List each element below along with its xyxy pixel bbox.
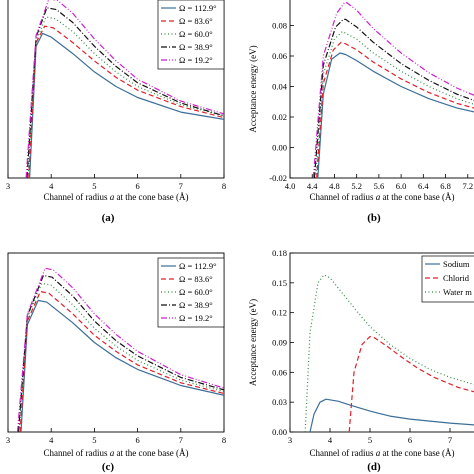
x-tick-label: 4: [328, 435, 333, 445]
y-tick-label: 0.15: [272, 278, 287, 288]
x-tick-label: 3: [6, 181, 10, 191]
panel-label: (a): [102, 212, 115, 224]
x-axis-title: Channel of radius a at the cone base (Å): [310, 448, 455, 458]
x-tick-label: 5: [92, 181, 96, 191]
series-line-1: [20, 299, 224, 432]
x-tick-label: 6.4: [418, 181, 429, 191]
y-tick-label: 0.00: [272, 427, 287, 437]
y-tick-label: 0.08: [272, 21, 287, 31]
legend-label: Water m: [443, 287, 472, 297]
x-tick-label: 7: [448, 435, 452, 445]
legend: Ω = 112.9° Ω = 83.6° Ω = 60.0° Ω = 38.9° Ω =…: [157, 0, 225, 70]
x-tick-label: 8: [222, 435, 226, 445]
panel-label: (c): [102, 461, 115, 473]
series-line-2: [28, 25, 224, 178]
y-axis-title: Acceptance energy (eV): [248, 45, 258, 132]
series-line-5: [16, 267, 224, 432]
x-tick-label: 6.0: [396, 181, 407, 191]
x-tick-label: 5.2: [351, 181, 362, 191]
legend-label: Ω = 83.6°: [179, 274, 213, 284]
series-line-2: [348, 335, 474, 432]
y-tick-label: 0.02: [272, 112, 287, 122]
panel-label: (b): [367, 212, 381, 224]
x-tick-label: 6: [135, 435, 139, 445]
x-tick-label: 4.8: [329, 181, 340, 191]
legend-label: Sodium: [443, 259, 470, 269]
x-tick-label: 5: [92, 435, 96, 445]
legend-label: Ω = 112.9°: [179, 261, 217, 271]
legend: Ω = 112.9° Ω = 83.6° Ω = 60.0° Ω = 38.9° Ω =…: [157, 257, 225, 328]
panel-c: 3 4 5 6 7 8 Channel of radius a at the cone ba…: [6, 252, 226, 473]
y-tick-label: 0.06: [272, 51, 287, 61]
y-tick-label: -0.02: [269, 173, 287, 183]
panel-b: 4.0 4.4 4.8 5.2 5.6 6.0 6.4 6.8 7.2 -0.02 0.00 0.02…: [248, 0, 474, 224]
x-tick-label: 6: [408, 435, 412, 445]
legend: Sodium Chlorid Water m: [421, 255, 474, 303]
legend-label: Chlorid: [443, 273, 470, 283]
legend-label: Ω = 60.0°: [179, 29, 213, 39]
x-tick-label: 8: [222, 181, 226, 191]
series-line-5: [312, 2, 474, 178]
x-tick-label: 7: [179, 435, 183, 445]
y-axis-title: Acceptance energy (eV): [248, 299, 258, 386]
plot-frame: [7, 0, 225, 179]
x-axis-title: Channel of radius a at the cone base (Å): [310, 192, 455, 202]
x-tick-label: 6: [135, 181, 139, 191]
y-tick-label: 0.00: [272, 143, 287, 153]
x-tick-label: 4.0: [285, 181, 296, 191]
x-tick-label: 4: [49, 181, 54, 191]
series-line-3: [18, 282, 224, 432]
series-line-1: [317, 52, 474, 178]
x-tick-label: 6.8: [440, 181, 451, 191]
series-line-4: [313, 18, 474, 178]
panel-label: (d): [367, 461, 381, 473]
x-tick-label: 5: [368, 435, 372, 445]
x-tick-label: 3: [288, 435, 292, 445]
x-tick-label: 5.6: [374, 181, 385, 191]
series-line-1: [29, 32, 224, 178]
legend-label: Ω = 83.6°: [179, 16, 213, 26]
series-line-4: [26, 7, 224, 178]
series-line-3: [315, 31, 474, 178]
y-tick-label: 0.06: [272, 367, 287, 377]
series-line-1: [309, 398, 474, 432]
legend-label: Ω = 38.9°: [179, 300, 213, 310]
series-line-4: [17, 274, 224, 432]
x-tick-label: 4: [49, 435, 54, 445]
x-tick-label: 7.2: [462, 181, 473, 191]
x-axis-title: Channel of radius a at the cone base (Å): [44, 448, 189, 458]
x-tick-label: 3: [6, 435, 10, 445]
legend-label: Ω = 60.0°: [179, 287, 213, 297]
legend-label: Ω = 38.9°: [179, 42, 213, 52]
x-axis-title: Channel of radius a at the cone base (Å): [44, 192, 189, 202]
y-tick-label: 0.18: [272, 248, 287, 258]
y-tick-label: 0.12: [272, 308, 287, 318]
legend-box: [157, 0, 225, 70]
y-tick-label: 0.04: [272, 82, 288, 92]
y-tick-label: 0.03: [272, 397, 287, 407]
series-line-5: [25, 0, 224, 178]
legend-label: Ω = 19.2°: [179, 55, 213, 65]
plot-frame: [7, 252, 225, 433]
series-line-2: [19, 290, 224, 432]
y-tick-label: 0.09: [272, 338, 287, 348]
panel-a: 3 4 5 6 7 8 Channel of radius a at the cone ba…: [6, 0, 226, 224]
legend-label: Ω = 112.9°: [179, 3, 217, 13]
panel-d: 3456780.000.030.060.090.120.150.18Accept…: [248, 248, 474, 473]
legend-label: Ω = 19.2°: [179, 313, 213, 323]
series-line-2: [316, 41, 474, 178]
x-tick-label: 4.4: [307, 181, 318, 191]
x-tick-label: 7: [179, 181, 183, 191]
